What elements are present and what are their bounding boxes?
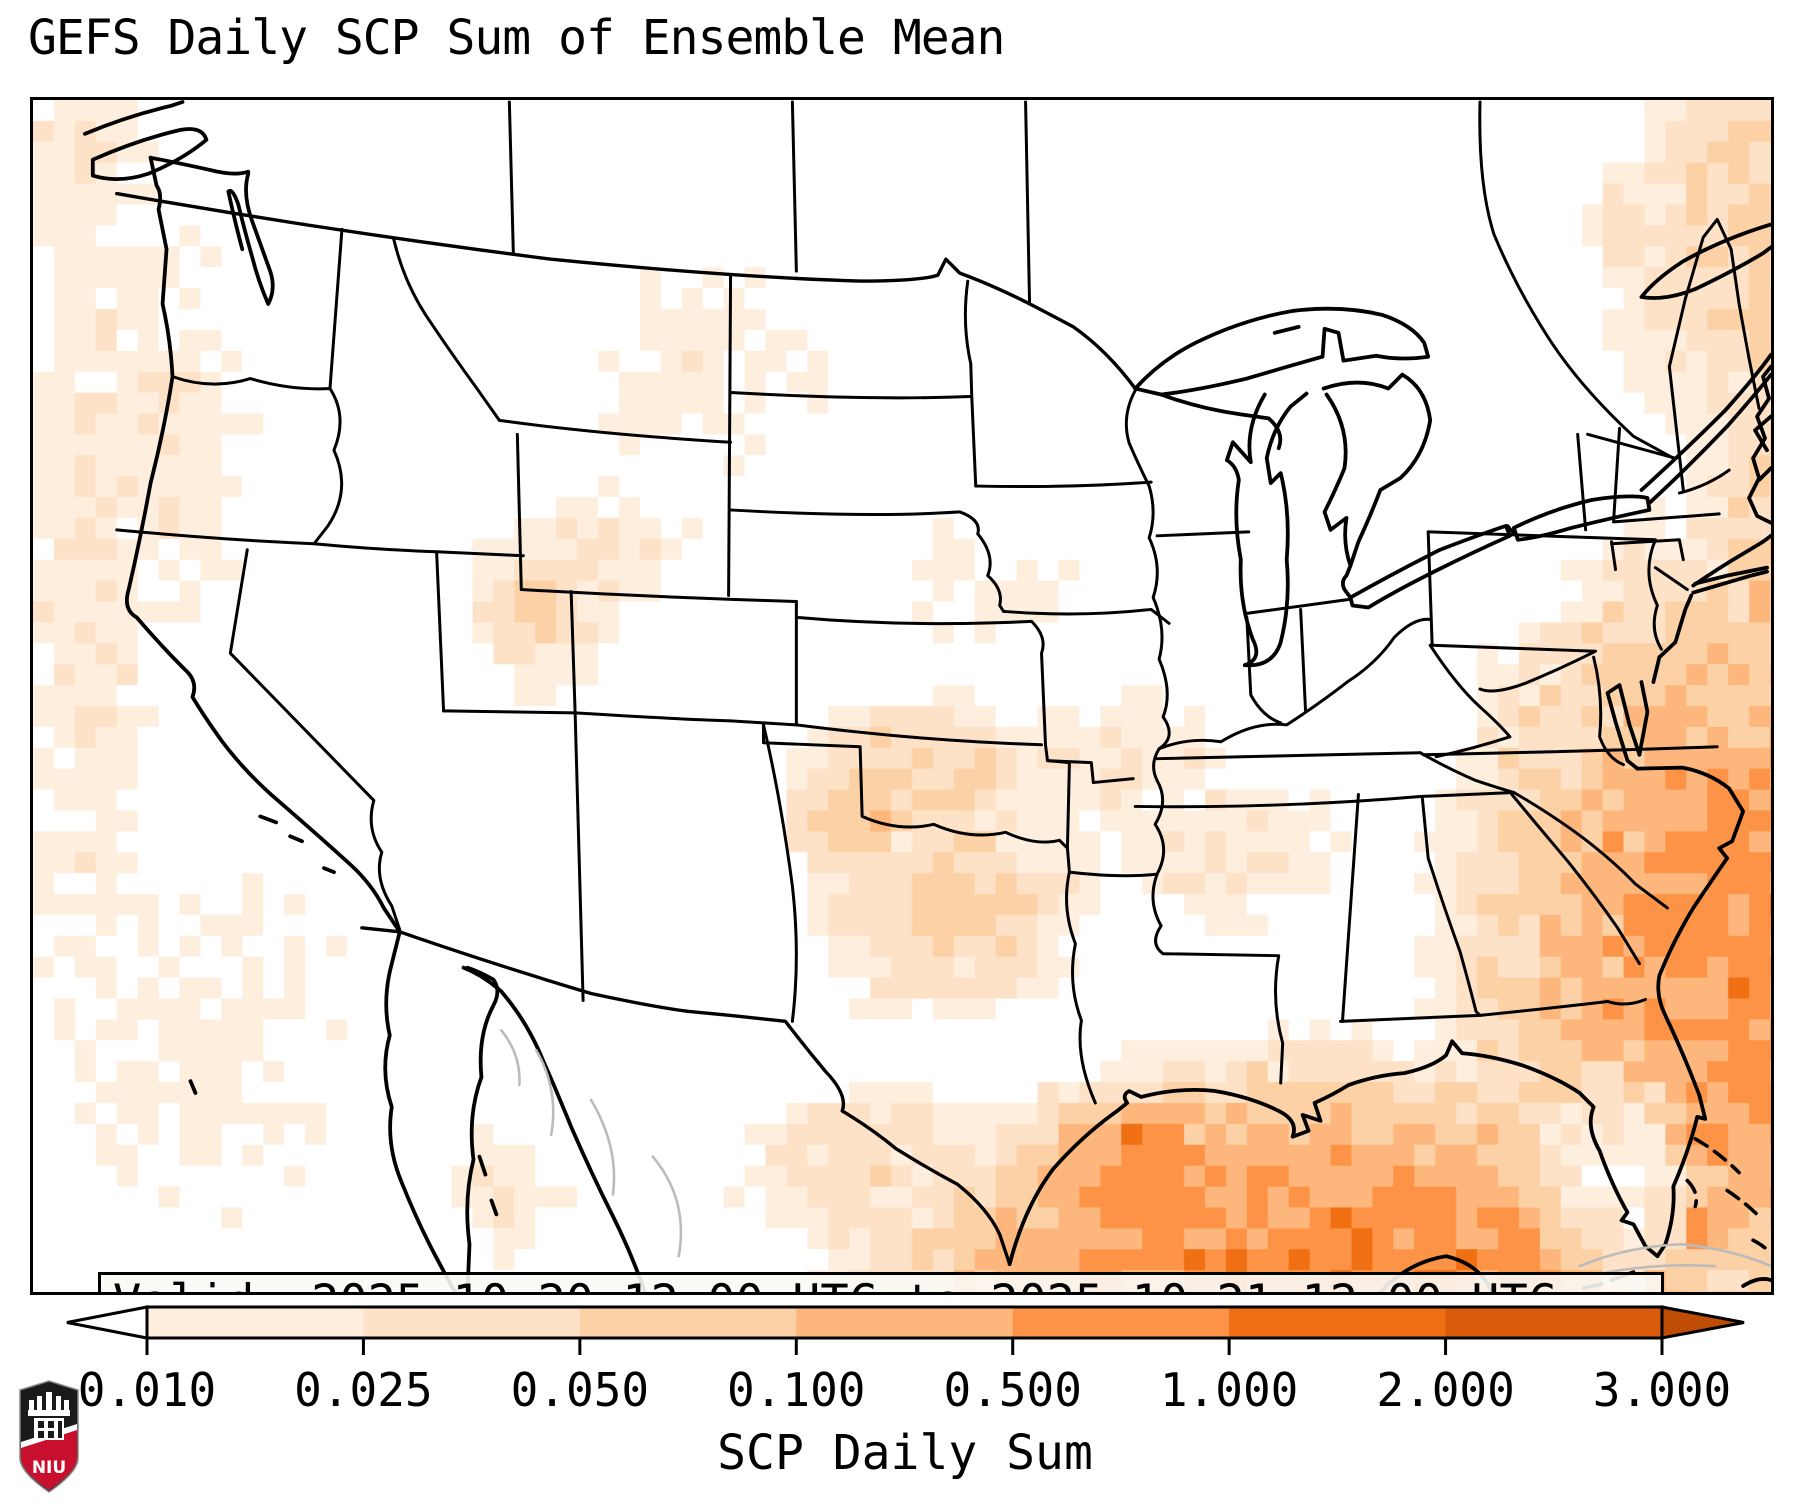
colorbar-tick-label: 0.500 [943,1363,1081,1417]
colorbar-tick-label: 0.050 [511,1363,649,1417]
geography-overlay [82,100,1771,1292]
colorbar-segment [579,1307,797,1338]
colorbar-over-arrow [1660,1305,1745,1340]
state-borders [115,100,1761,1105]
colorbar-tick-label: 0.010 [78,1363,216,1417]
colorbar-outline [145,1305,1664,1340]
colorbar-tick-label: 2.000 [1376,1363,1514,1417]
colorbar-svg: 0.010 0.025 0.050 0.100 0.500 1.000 2.000 3.000 [66,1305,1745,1417]
colorbar-segment [147,1307,365,1338]
colorbar-axis-label: SCP Daily Sum [717,1425,1093,1481]
colorbar-segment [1229,1307,1447,1338]
colorbar: 0.010 0.025 0.050 0.100 0.500 1.000 2.000 3.000 [0,1296,1803,1500]
valid-time-text: Valid: 2025-10-20 12:00 UTC to 2025-10-2… [113,1276,1649,1292]
page-title: GEFS Daily SCP Sum of Ensemble Mean [28,10,1005,66]
colorbar-segment [363,1307,581,1338]
colorbar-segment [796,1307,1014,1338]
colorbar-tick-label: 1.000 [1160,1363,1298,1417]
colorbar-tick-label: 0.100 [727,1363,865,1417]
niu-logo-text: NIU [32,1458,66,1478]
colorbar-segment [1445,1307,1663,1338]
international-borders [115,191,1137,1266]
colorbar-segment [1012,1307,1230,1338]
colorbar-under-arrow [66,1305,149,1340]
valid-run-info-box: Valid: 2025-10-20 12:00 UTC to 2025-10-2… [98,1272,1664,1292]
colorbar-tick-label: 0.025 [294,1363,432,1417]
colorbar-tick-label: 3.000 [1593,1363,1731,1417]
scp-heatmap-canvas [33,100,1771,1292]
niu-castle-windows [38,1421,62,1438]
mexico-state-lines [500,1029,1771,1278]
niu-shield-banner [21,1430,77,1490]
niu-logo: NIU [19,1380,79,1493]
map-panel: Valid: 2025-10-20 12:00 UTC to 2025-10-2… [30,97,1774,1295]
